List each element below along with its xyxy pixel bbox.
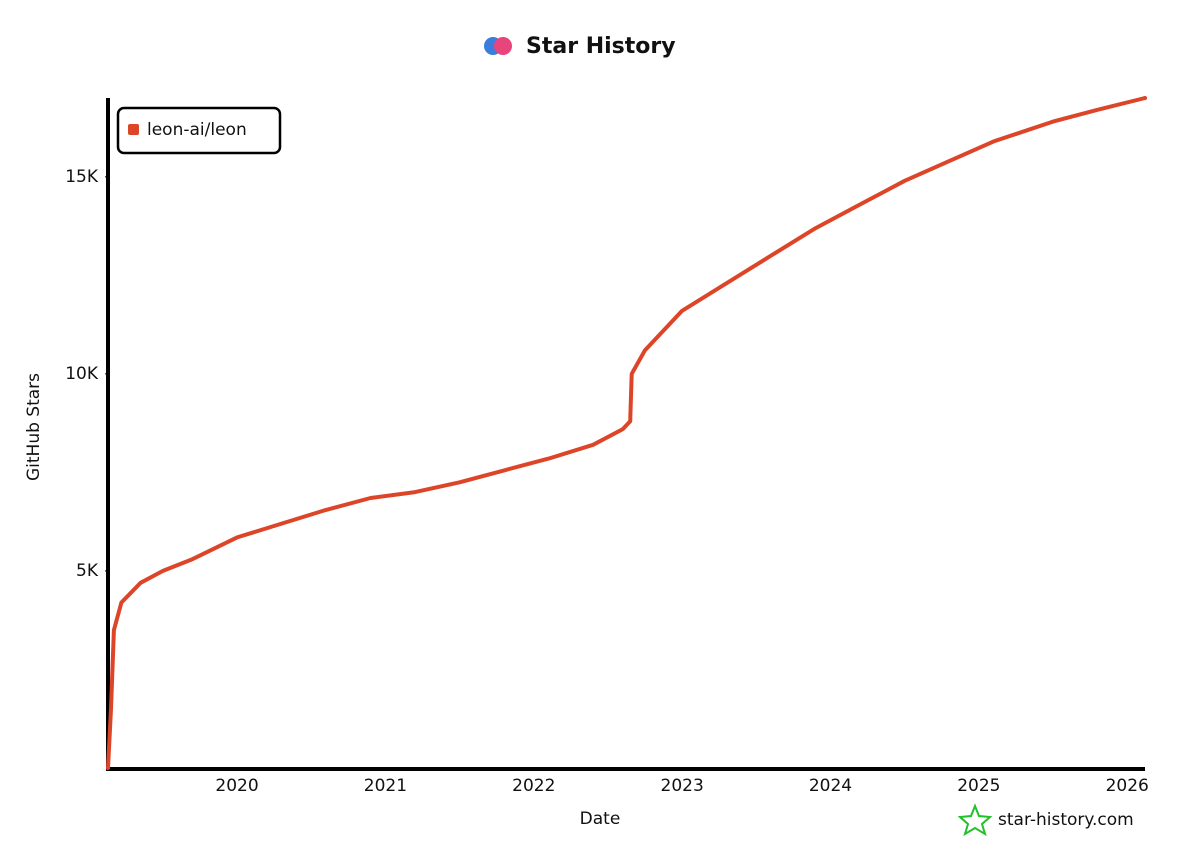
x-tick-label: 2020 [215,776,258,796]
title-group: Star History [484,34,676,59]
x-tick-label: 2025 [957,776,1000,796]
logo-right [494,37,512,55]
x-tick-label: 2026 [1106,776,1149,796]
legend-label: leon-ai/leon [147,120,247,140]
x-axis-label: Date [580,809,621,829]
x-tick-label: 2021 [364,776,407,796]
x-tick-label: 2023 [661,776,704,796]
watermark-icon [957,803,993,837]
y-tick-label: 15K [65,167,99,187]
watermark-text: star-history.com [998,810,1134,830]
y-tick-label: 10K [65,364,99,384]
x-tick-label: 2022 [512,776,555,796]
x-tick-label: 2024 [809,776,852,796]
y-tick-label: 5K [76,561,99,581]
y-axis-label: GitHub Stars [24,373,44,481]
watermark: star-history.com [957,803,1134,837]
chart-title: Star History [526,34,676,59]
legend-box [116,106,282,155]
legend-swatch [128,124,139,135]
series-line [106,96,1147,770]
